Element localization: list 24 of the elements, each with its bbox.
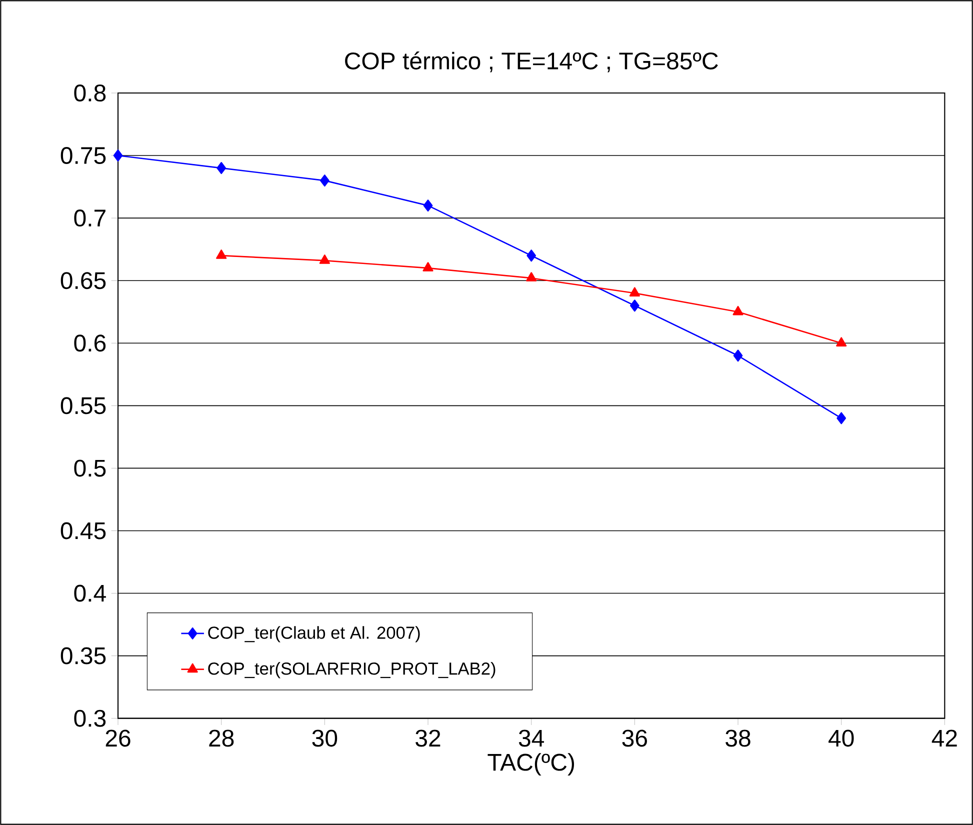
legend-label: COP_ter(SOLARFRIO_PROT_LAB2) (208, 662, 496, 678)
x-tick-label: 40 (828, 730, 854, 747)
y-tick-label: 0.5 (74, 460, 106, 477)
y-tick-label: 0.45 (60, 522, 106, 540)
y-tick-label: 0.8 (74, 84, 106, 102)
y-tick-label: 0.4 (74, 584, 106, 602)
y-tick-label: 0.55 (60, 397, 106, 414)
y-tick-label: 0.3 (74, 710, 106, 727)
legend-label: COP_ter(Claub et Al. 2007) (208, 626, 420, 642)
x-axis-title: TAC(ºC) (488, 753, 574, 776)
x-tick-label: 38 (726, 730, 750, 747)
x-tick-label: 26 (106, 730, 130, 747)
x-tick-label: 36 (622, 730, 647, 747)
x-tick-label: 28 (209, 730, 234, 747)
y-tick-label: 0.35 (60, 647, 106, 664)
y-tick-label: 0.65 (60, 272, 106, 290)
y-tick-label: 0.6 (74, 334, 106, 352)
y-tick-label: 0.7 (74, 210, 106, 227)
x-tick-label: 34 (518, 730, 544, 747)
x-tick-label: 30 (312, 730, 338, 747)
x-tick-label: 32 (416, 730, 440, 747)
chart-title: COP térmico ; TE=14ºC ; TG=85ºC (345, 52, 718, 72)
x-tick-label: 42 (932, 730, 957, 746)
y-tick-label: 0.75 (60, 147, 106, 164)
